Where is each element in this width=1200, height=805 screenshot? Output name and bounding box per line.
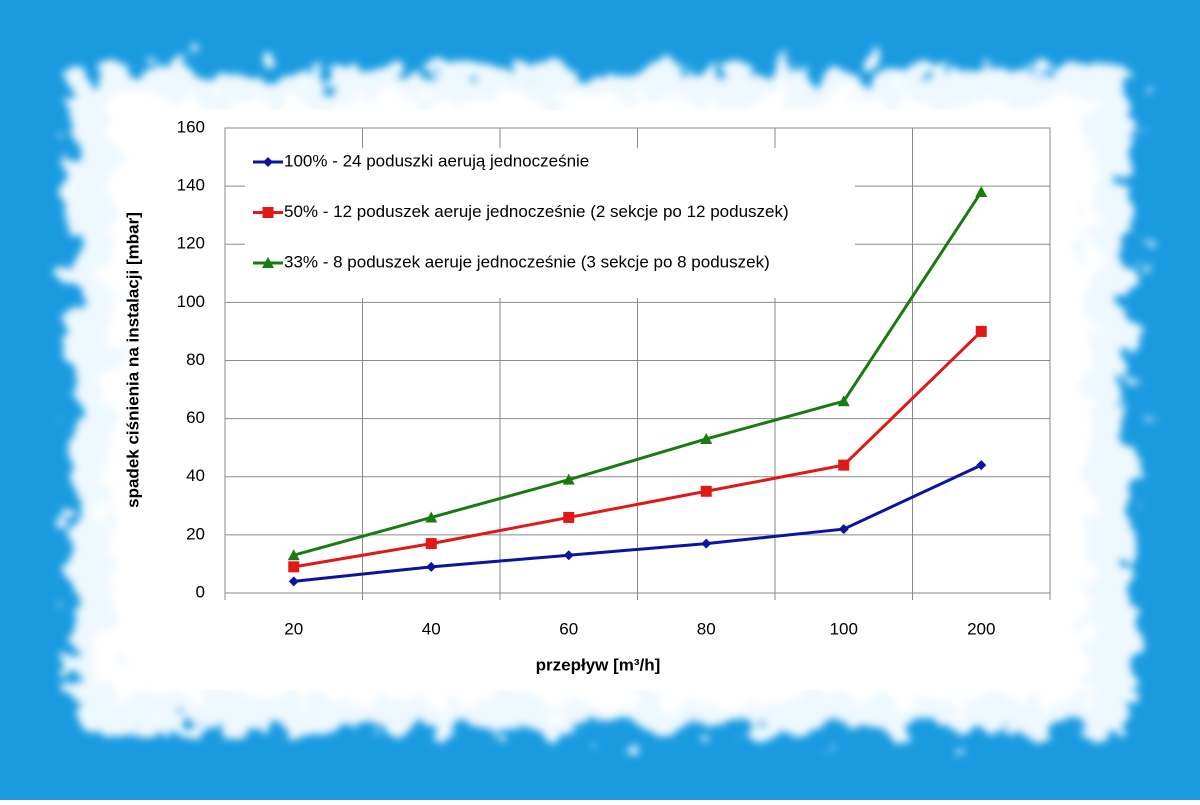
marker — [426, 561, 437, 572]
x-tick-label: 200 — [967, 619, 995, 638]
marker — [701, 538, 712, 549]
y-axis-title: spadek ciśnienia na instalacji [mbar] — [123, 212, 142, 508]
y-tick-label: 100 — [177, 292, 205, 311]
marker — [262, 207, 274, 218]
marker — [288, 561, 300, 573]
marker — [837, 395, 850, 407]
legend-label: 100% - 24 poduszki aerują jednocześnie — [284, 151, 589, 170]
marker — [838, 524, 849, 535]
y-tick-label: 80 — [186, 350, 205, 369]
legend-label: 50% - 12 poduszek aeruje jednocześnie (2… — [284, 202, 789, 221]
y-tick-label: 40 — [186, 466, 205, 485]
marker — [263, 157, 273, 167]
marker — [976, 460, 987, 471]
marker — [563, 511, 575, 523]
x-tick-label: 80 — [697, 619, 716, 638]
marker — [838, 459, 850, 471]
series-line — [293, 330, 983, 569]
marker — [975, 325, 987, 337]
marker — [562, 473, 575, 485]
marker — [425, 511, 438, 523]
legend-label: 33% - 8 poduszek aeruje jednocześnie (3 … — [284, 252, 770, 271]
marker — [563, 550, 574, 561]
y-tick-label: 160 — [177, 117, 205, 136]
x-tick-label: 60 — [559, 619, 578, 638]
x-axis-title: przepływ [m³/h] — [536, 655, 661, 674]
x-tick-label: 20 — [284, 619, 303, 638]
x-tick-label: 40 — [422, 619, 441, 638]
x-tick-label: 100 — [830, 619, 858, 638]
marker — [262, 257, 274, 268]
plot-border — [224, 127, 1051, 594]
legend-box — [245, 148, 855, 298]
y-tick-label: 20 — [186, 524, 205, 543]
marker — [700, 485, 712, 497]
y-tick-label: 140 — [177, 176, 205, 195]
marker — [287, 549, 300, 561]
y-tick-label: 60 — [186, 408, 205, 427]
y-tick-label: 120 — [177, 234, 205, 253]
series-line — [293, 191, 983, 557]
marker — [975, 185, 988, 197]
y-tick-label: 0 — [196, 582, 205, 601]
marker — [700, 432, 713, 444]
marker — [425, 538, 437, 550]
marker — [288, 576, 299, 587]
series-line — [293, 463, 982, 583]
